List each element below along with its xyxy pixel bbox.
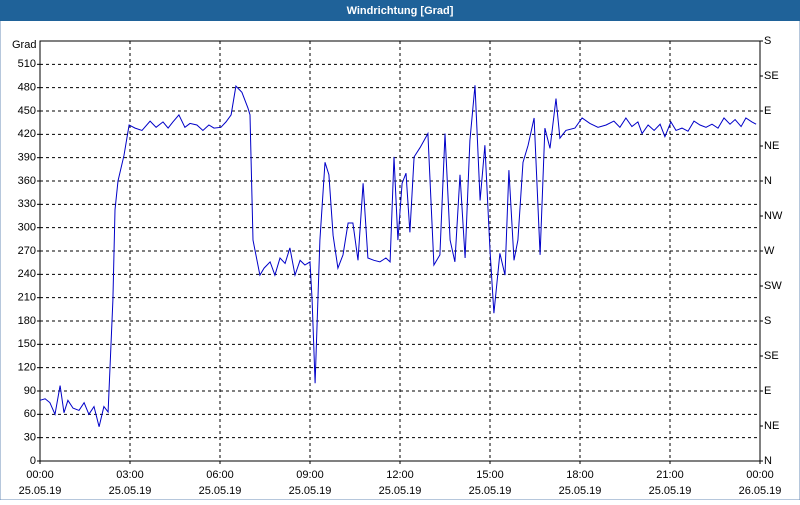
x-tick-label: 25.05.19 — [559, 485, 602, 497]
y-tick-label: 390 — [18, 152, 36, 164]
y2-tick-label: S — [764, 35, 771, 47]
y2-tick-label: SE — [764, 350, 779, 362]
chart-title: Windrichtung [Grad] — [347, 5, 454, 17]
x-tick-label: 18:00 — [566, 469, 594, 481]
y-tick-label: 30 — [24, 432, 36, 444]
y2-tick-label: W — [764, 245, 775, 257]
x-tick-label: 25.05.19 — [289, 485, 332, 497]
y-tick-label: 450 — [18, 105, 36, 117]
y-tick-label: 210 — [18, 292, 36, 304]
x-tick-label: 25.05.19 — [19, 485, 62, 497]
y2-tick-label: N — [764, 175, 772, 187]
y-tick-label: 120 — [18, 362, 36, 374]
x-tick-label: 15:00 — [476, 469, 504, 481]
y2-tick-label: E — [764, 105, 771, 117]
y-tick-label: 180 — [18, 315, 36, 327]
x-tick-label: 25.05.19 — [109, 485, 152, 497]
x-tick-label: 25.05.19 — [199, 485, 242, 497]
y-tick-label: 0 — [30, 455, 36, 467]
x-tick-label: 25.05.19 — [469, 485, 512, 497]
y-tick-label: 420 — [18, 128, 36, 140]
x-tick-label: 03:00 — [116, 469, 144, 481]
x-tick-label: 06:00 — [206, 469, 234, 481]
x-tick-label: 21:00 — [656, 469, 684, 481]
x-tick-label: 09:00 — [296, 469, 324, 481]
y-tick-label: 90 — [24, 385, 36, 397]
x-tick-label: 00:00 — [26, 469, 54, 481]
x-tick-label: 25.05.19 — [649, 485, 692, 497]
y-axis-label: Grad — [12, 39, 36, 51]
y2-tick-label: NE — [764, 420, 779, 432]
y2-tick-label: SW — [764, 280, 782, 292]
y2-tick-label: NW — [764, 210, 783, 222]
y-tick-label: 330 — [18, 198, 36, 210]
y-tick-label: 360 — [18, 175, 36, 187]
y2-tick-label: E — [764, 385, 771, 397]
y2-tick-label: SE — [764, 70, 779, 82]
y-tick-label: 510 — [18, 58, 36, 70]
x-tick-label: 12:00 — [386, 469, 414, 481]
y-tick-label: 270 — [18, 245, 36, 257]
y2-tick-label: S — [764, 315, 771, 327]
x-tick-label: 00:00 — [746, 469, 774, 481]
data-line — [39, 85, 757, 427]
y-tick-label: 300 — [18, 222, 36, 234]
title-bar — [0, 0, 800, 21]
y-tick-label: 150 — [18, 338, 36, 350]
y2-tick-label: NE — [764, 140, 779, 152]
y-tick-label: 60 — [24, 408, 36, 420]
x-tick-label: 25.05.19 — [379, 485, 422, 497]
x-tick-label: 26.05.19 — [739, 485, 782, 497]
y2-tick-label: N — [764, 455, 772, 467]
y-tick-label: 480 — [18, 82, 36, 94]
y-tick-label: 240 — [18, 268, 36, 280]
